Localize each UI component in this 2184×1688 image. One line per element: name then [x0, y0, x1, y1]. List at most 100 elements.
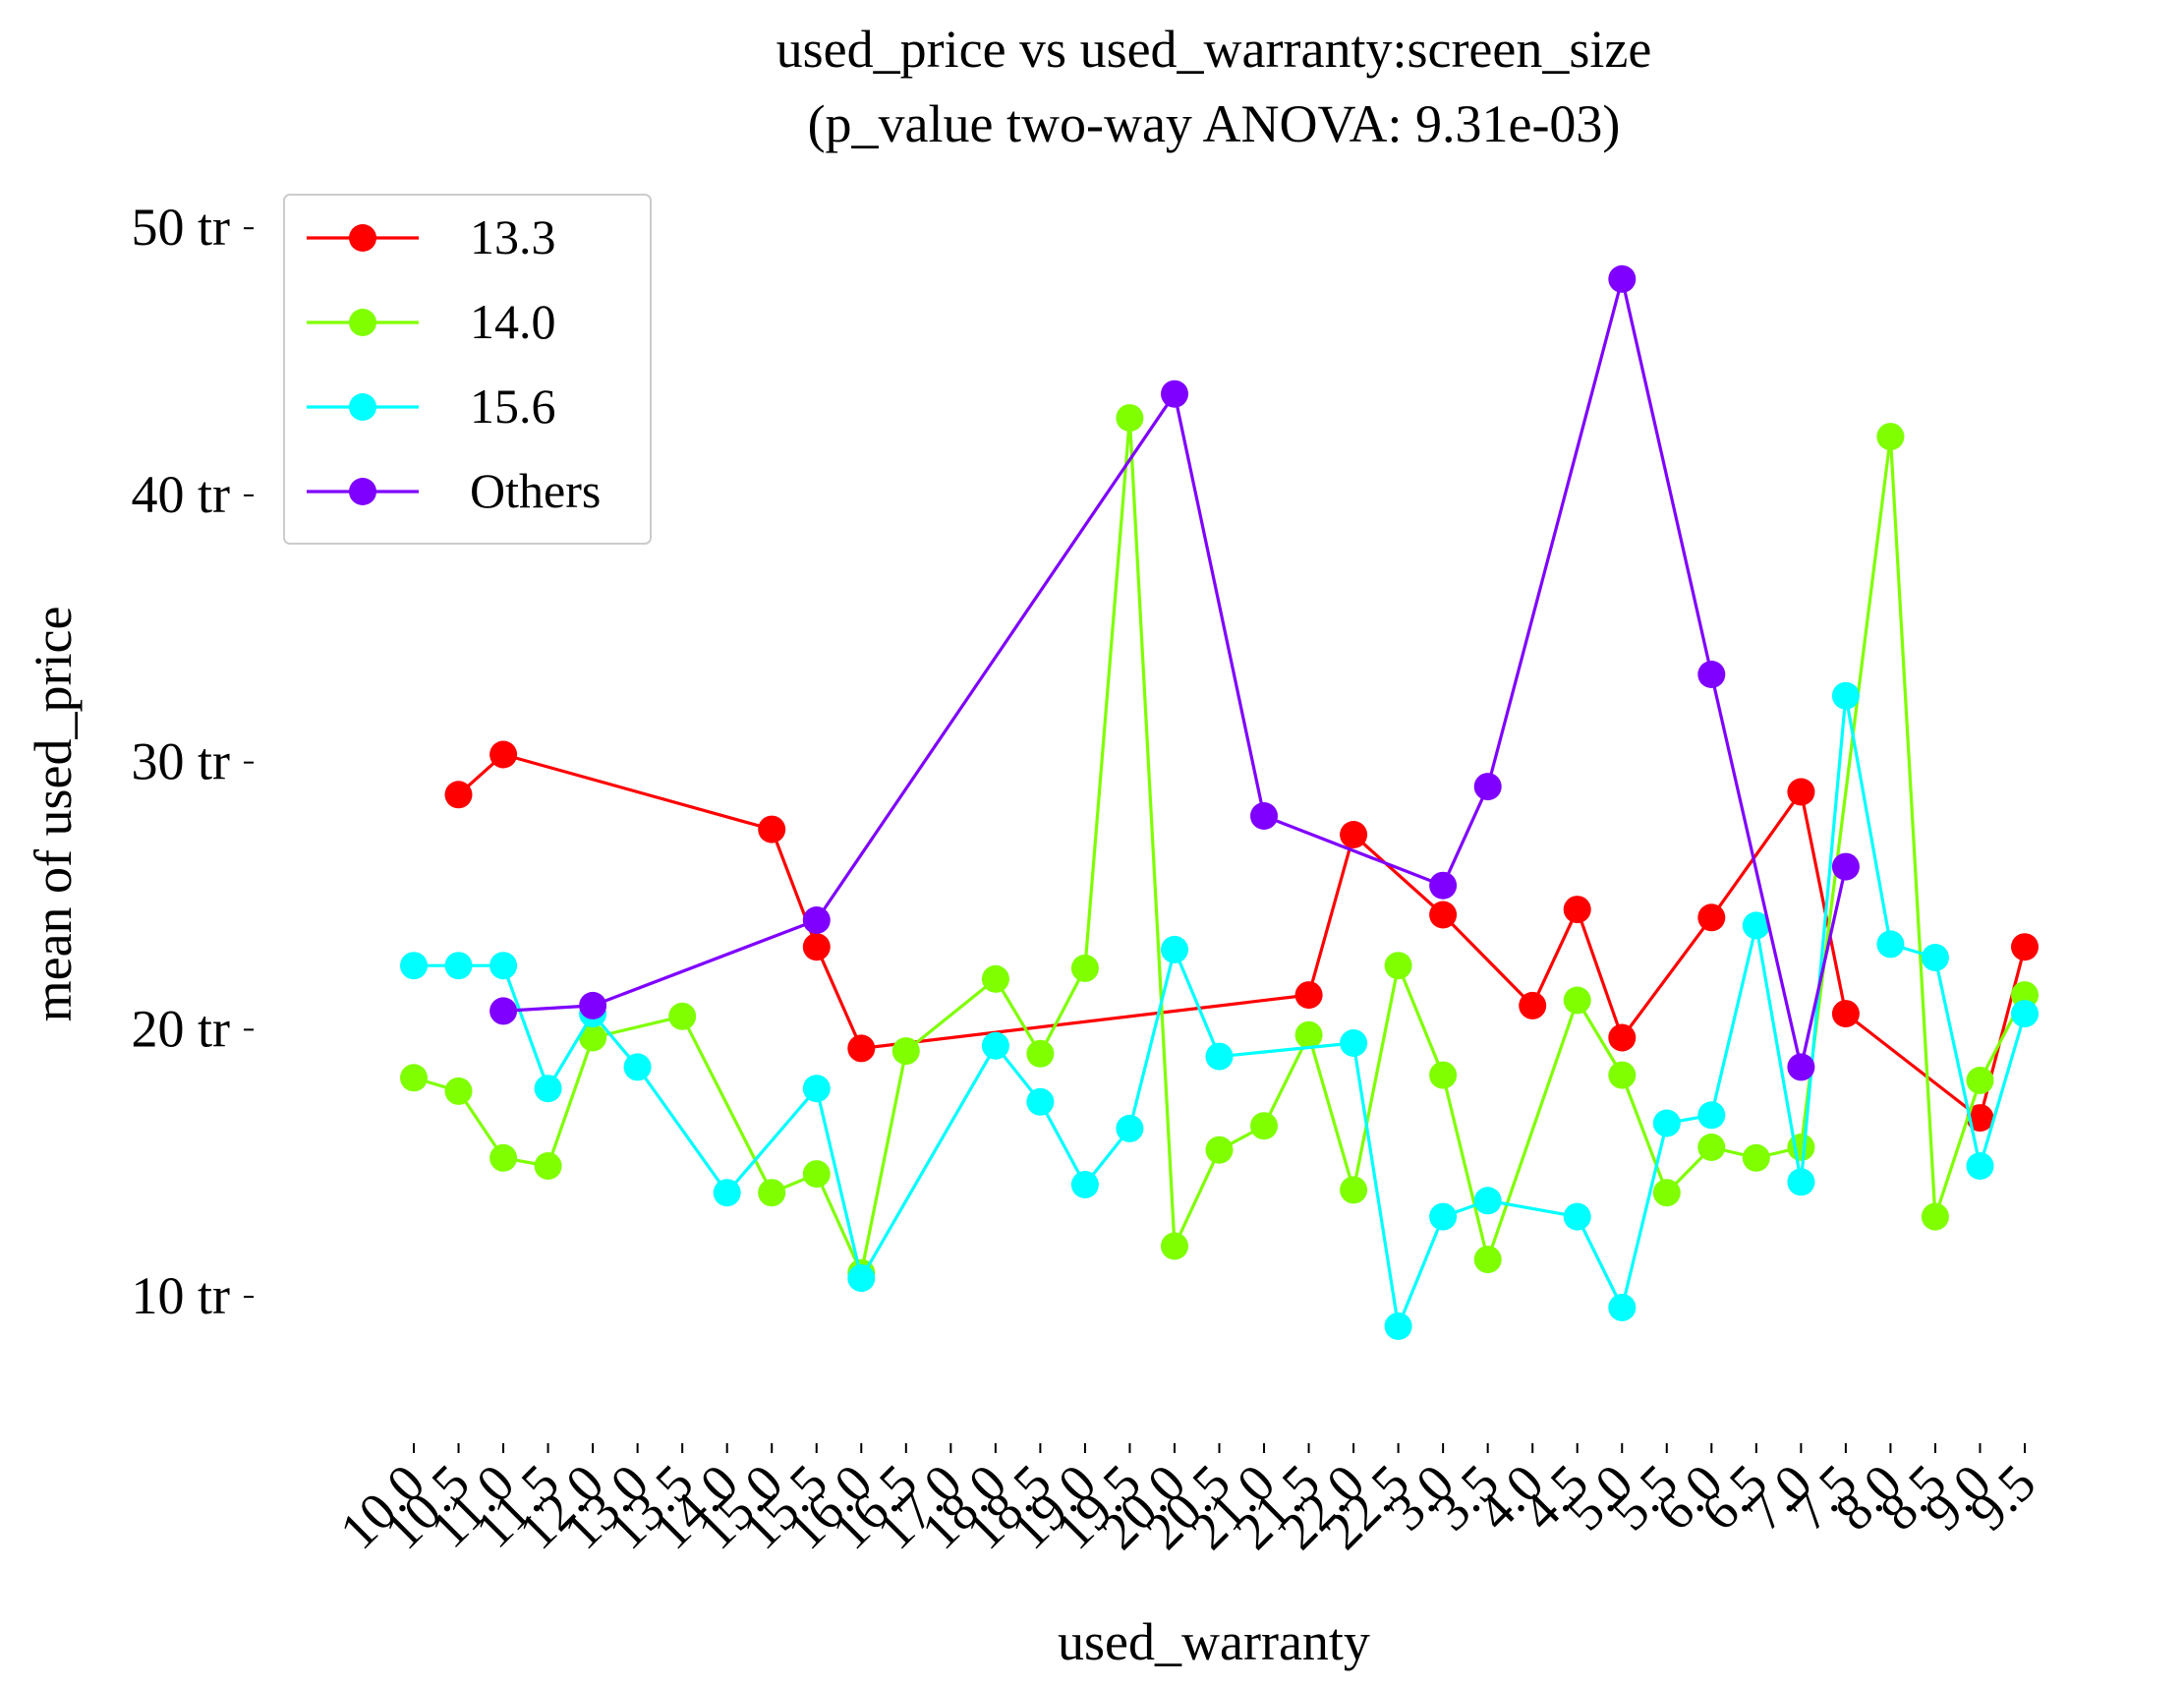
- data-point: [1876, 423, 1905, 451]
- data-point: [1384, 1312, 1412, 1340]
- data-point: [579, 991, 607, 1019]
- legend-label: 14.0: [470, 294, 556, 349]
- data-point: [802, 1160, 831, 1189]
- data-point: [1429, 871, 1458, 900]
- y-axis-label: mean of used_price: [24, 607, 83, 1022]
- data-point: [1697, 661, 1726, 688]
- data-point: [444, 781, 473, 809]
- data-point: [1519, 991, 1547, 1019]
- data-point: [534, 1075, 562, 1103]
- data-point: [489, 952, 518, 980]
- data-point: [758, 815, 786, 844]
- data-point: [981, 964, 1009, 993]
- series-15.6: [400, 681, 2039, 1340]
- data-point: [1070, 1171, 1099, 1198]
- data-point: [1205, 1042, 1234, 1071]
- data-point: [1697, 1101, 1726, 1130]
- data-point: [489, 997, 518, 1025]
- data-point: [802, 933, 831, 961]
- y-tick-label: 40 tr: [132, 465, 231, 524]
- data-point: [534, 1152, 562, 1180]
- data-point: [1429, 1061, 1458, 1089]
- data-point: [1608, 1061, 1637, 1089]
- legend: 13.3 14.0 15.6 Others: [283, 194, 652, 545]
- data-point: [400, 952, 428, 980]
- data-point: [1787, 1053, 1815, 1081]
- data-point: [400, 1064, 428, 1092]
- data-point: [1697, 903, 1726, 932]
- y-axis: 10 tr 20 tr 30 tr 40 tr 50 tr: [132, 198, 254, 1325]
- data-point: [1921, 944, 1949, 971]
- data-point: [2011, 1000, 2039, 1028]
- data-point: [1787, 1168, 1815, 1196]
- data-point: [1876, 930, 1905, 959]
- data-point: [579, 1023, 607, 1052]
- data-point: [1250, 1112, 1278, 1140]
- y-tick-label: 20 tr: [132, 999, 231, 1058]
- data-point: [489, 740, 518, 769]
- data-point: [1608, 1023, 1637, 1052]
- data-point: [1161, 1232, 1188, 1260]
- data-point: [1787, 1134, 1815, 1161]
- data-point: [1161, 935, 1188, 963]
- data-point: [1116, 404, 1144, 433]
- data-point: [1742, 911, 1770, 940]
- data-point: [1340, 1029, 1368, 1057]
- plot-area: [400, 264, 2039, 1340]
- data-point: [1473, 1246, 1502, 1274]
- data-point: [847, 1034, 876, 1063]
- data-point: [1205, 1135, 1234, 1164]
- series-line: [414, 694, 2027, 1328]
- legend-item: Others: [307, 463, 601, 518]
- legend-frame: [283, 194, 652, 545]
- data-point: [1026, 1087, 1055, 1116]
- data-point: [847, 1264, 876, 1293]
- legend-marker: [349, 309, 376, 336]
- data-point: [1563, 986, 1591, 1015]
- data-point: [1921, 1202, 1949, 1231]
- data-point: [1340, 821, 1368, 848]
- legend-marker: [349, 393, 376, 421]
- data-point: [802, 1075, 831, 1103]
- data-point: [1563, 1202, 1591, 1231]
- data-point: [1608, 1294, 1637, 1321]
- data-point: [1294, 1020, 1323, 1049]
- data-point: [1697, 1134, 1726, 1161]
- y-tick-label: 10 tr: [132, 1266, 231, 1325]
- data-point: [1070, 954, 1099, 982]
- data-point: [1831, 852, 1860, 881]
- legend-item: 14.0: [307, 294, 556, 349]
- data-point: [758, 1179, 786, 1207]
- data-point: [1473, 773, 1502, 801]
- legend-label: 15.6: [470, 378, 556, 434]
- data-point: [802, 906, 831, 934]
- data-point: [713, 1179, 741, 1207]
- data-point: [1966, 1152, 1994, 1180]
- legend-label: 13.3: [470, 209, 556, 264]
- legend-label: Others: [470, 463, 601, 518]
- data-point: [891, 1037, 920, 1066]
- data-point: [1473, 1187, 1502, 1215]
- series-14.0: [400, 404, 2039, 1287]
- data-point: [1652, 1179, 1681, 1207]
- data-point: [623, 1053, 652, 1081]
- data-point: [1831, 1000, 1860, 1028]
- data-point: [1652, 1109, 1681, 1137]
- data-point: [1384, 952, 1412, 980]
- data-point: [668, 1002, 697, 1030]
- data-point: [444, 952, 473, 980]
- data-point: [1966, 1104, 1994, 1133]
- data-point: [1250, 802, 1278, 830]
- data-point: [1787, 778, 1815, 806]
- data-point: [1608, 264, 1637, 293]
- x-axis-label: used_warranty: [1058, 1612, 1370, 1671]
- data-point: [2011, 933, 2039, 961]
- data-point: [444, 1077, 473, 1105]
- data-point: [1831, 681, 1860, 710]
- data-point: [1742, 1143, 1770, 1172]
- legend-marker: [349, 224, 376, 252]
- legend-item: 13.3: [307, 209, 556, 264]
- chart-title-line-2: (p_value two-way ANOVA: 9.31e-03): [808, 94, 1621, 153]
- data-point: [1563, 896, 1591, 924]
